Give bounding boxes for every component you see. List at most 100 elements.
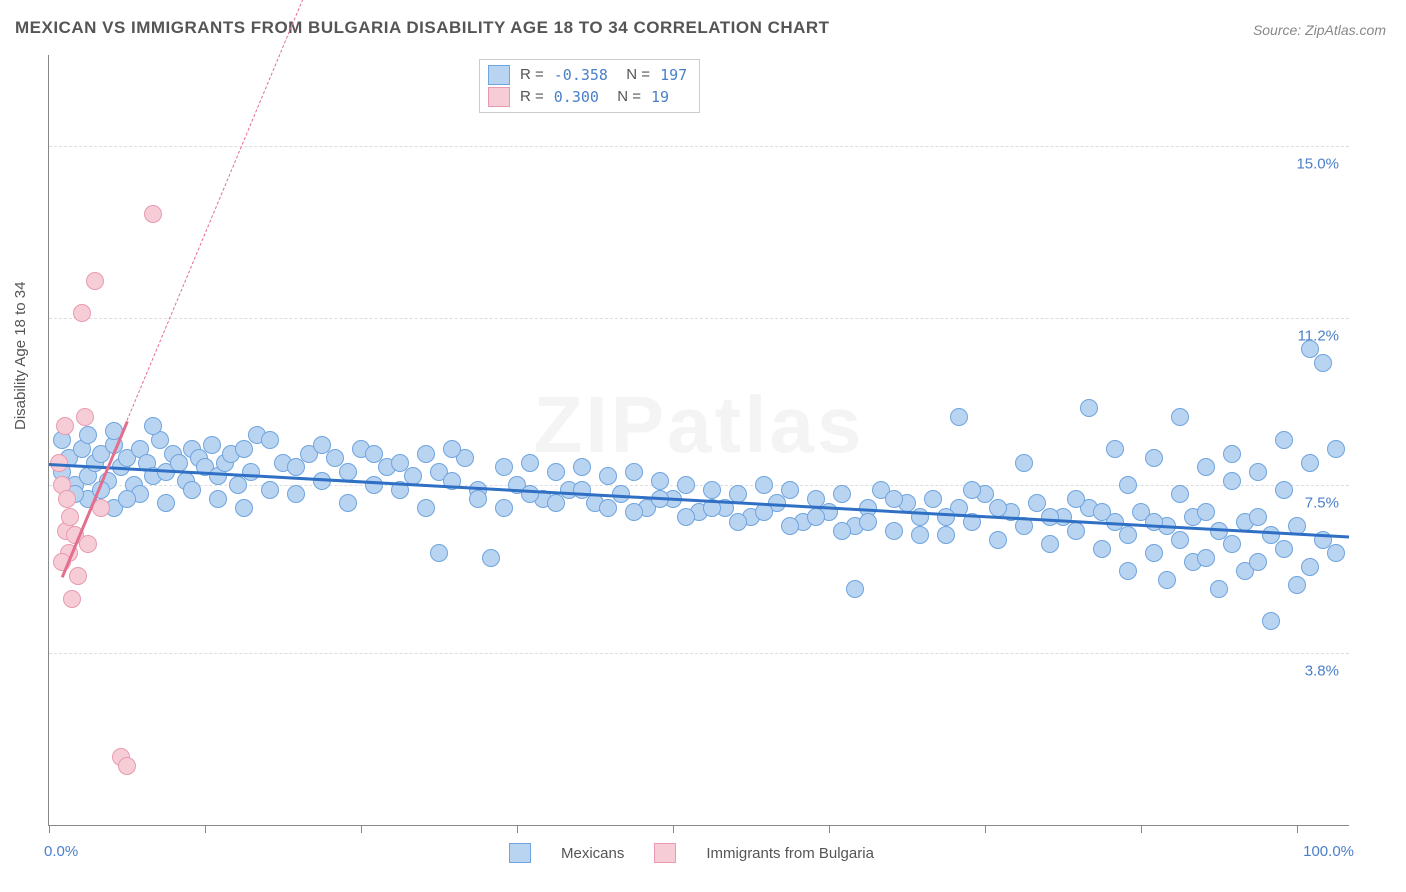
data-point xyxy=(1301,558,1319,576)
data-point xyxy=(703,481,721,499)
data-point xyxy=(1314,354,1332,372)
data-point xyxy=(79,426,97,444)
data-point xyxy=(937,526,955,544)
data-point xyxy=(209,490,227,508)
x-tick xyxy=(1141,825,1142,833)
data-point xyxy=(203,436,221,454)
data-point xyxy=(1171,485,1189,503)
x-tick xyxy=(673,825,674,833)
data-point xyxy=(625,463,643,481)
data-point xyxy=(1093,540,1111,558)
data-point xyxy=(573,481,591,499)
data-point xyxy=(417,445,435,463)
data-point xyxy=(1275,481,1293,499)
corr-n-label: N = xyxy=(609,86,641,108)
data-point xyxy=(495,499,513,517)
data-point xyxy=(73,304,91,322)
data-point xyxy=(1171,408,1189,426)
data-point xyxy=(1106,440,1124,458)
data-point xyxy=(625,503,643,521)
data-point xyxy=(235,440,253,458)
data-point xyxy=(430,544,448,562)
legend-swatch-1 xyxy=(509,843,531,863)
data-point xyxy=(339,494,357,512)
data-point xyxy=(1158,571,1176,589)
data-point xyxy=(1223,445,1241,463)
data-point xyxy=(1262,612,1280,630)
x-tick xyxy=(49,825,50,833)
data-point xyxy=(365,445,383,463)
series-legend: Mexicans Immigrants from Bulgaria xyxy=(509,843,874,863)
data-point xyxy=(989,531,1007,549)
data-point xyxy=(58,490,76,508)
data-point xyxy=(677,476,695,494)
data-point xyxy=(56,417,74,435)
data-point xyxy=(1223,535,1241,553)
data-point xyxy=(1249,553,1267,571)
correlation-legend: R = -0.358 N = 197 R = 0.300 N = 19 xyxy=(479,59,700,113)
data-point xyxy=(144,417,162,435)
data-point xyxy=(1249,508,1267,526)
data-point xyxy=(235,499,253,517)
gridline xyxy=(49,146,1349,147)
data-point xyxy=(1327,440,1345,458)
data-point xyxy=(547,494,565,512)
data-point xyxy=(755,476,773,494)
data-point xyxy=(599,499,617,517)
x-tick xyxy=(985,825,986,833)
data-point xyxy=(1301,454,1319,472)
data-point xyxy=(833,522,851,540)
data-point xyxy=(885,522,903,540)
swatch-bulgaria xyxy=(488,87,510,107)
source-attribution: Source: ZipAtlas.com xyxy=(1253,22,1386,38)
data-point xyxy=(1119,476,1137,494)
corr-row-2: R = 0.300 N = 19 xyxy=(488,86,687,108)
data-point xyxy=(1197,503,1215,521)
data-point xyxy=(1041,535,1059,553)
data-point xyxy=(261,431,279,449)
watermark-text: ZIPatlas xyxy=(534,379,865,471)
data-point xyxy=(1067,522,1085,540)
data-point xyxy=(79,535,97,553)
corr-r-val-1: -0.358 xyxy=(554,64,608,86)
data-point xyxy=(521,485,539,503)
data-point xyxy=(1249,463,1267,481)
x-tick xyxy=(1297,825,1298,833)
chart-title: MEXICAN VS IMMIGRANTS FROM BULGARIA DISA… xyxy=(15,18,830,38)
trend-line xyxy=(127,0,375,421)
data-point xyxy=(118,490,136,508)
corr-r-label: R = xyxy=(520,64,544,86)
data-point xyxy=(846,580,864,598)
data-point xyxy=(651,472,669,490)
data-point xyxy=(833,485,851,503)
data-point xyxy=(911,526,929,544)
data-point xyxy=(547,463,565,481)
corr-row-1: R = -0.358 N = 197 xyxy=(488,64,687,86)
data-point xyxy=(1119,526,1137,544)
data-point xyxy=(1093,503,1111,521)
data-point xyxy=(1275,431,1293,449)
gridline xyxy=(49,318,1349,319)
data-point xyxy=(69,567,87,585)
data-point xyxy=(1041,508,1059,526)
data-point xyxy=(469,490,487,508)
data-point xyxy=(157,494,175,512)
data-point xyxy=(755,503,773,521)
data-point xyxy=(1275,540,1293,558)
data-point xyxy=(729,513,747,531)
legend-label-2: Immigrants from Bulgaria xyxy=(706,845,874,862)
data-point xyxy=(1171,531,1189,549)
x-axis-min-label: 0.0% xyxy=(44,843,78,860)
data-point xyxy=(287,485,305,503)
y-tick-label: 15.0% xyxy=(1296,155,1339,172)
data-point xyxy=(482,549,500,567)
data-point xyxy=(1080,399,1098,417)
legend-label-1: Mexicans xyxy=(561,845,624,862)
y-tick-label: 7.5% xyxy=(1305,495,1339,512)
data-point xyxy=(781,481,799,499)
corr-r-val-2: 0.300 xyxy=(554,86,599,108)
data-point xyxy=(1327,544,1345,562)
corr-n-val-2: 19 xyxy=(651,86,669,108)
data-point xyxy=(118,757,136,775)
data-point xyxy=(1145,513,1163,531)
